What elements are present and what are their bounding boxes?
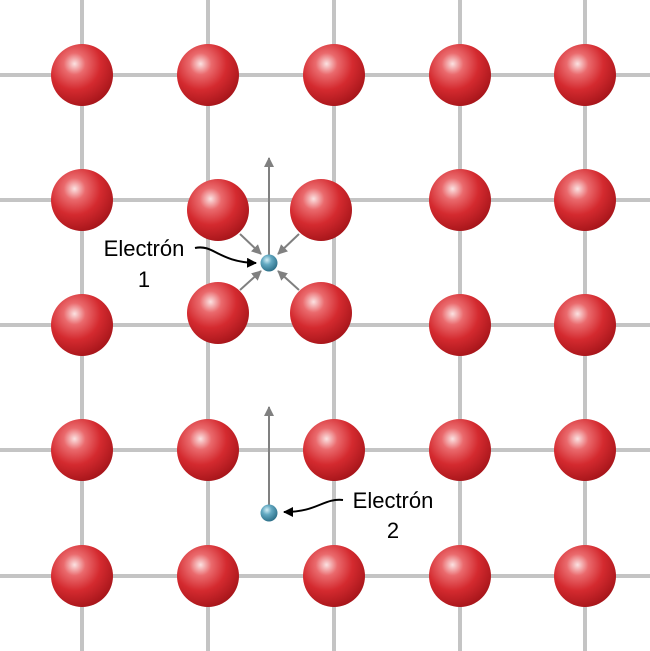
ion bbox=[554, 545, 616, 607]
electron-2 bbox=[260, 504, 278, 522]
electron-1-number: 1 bbox=[138, 267, 150, 292]
ion-displaced bbox=[187, 179, 249, 241]
ion bbox=[429, 169, 491, 231]
positive-ions bbox=[51, 44, 616, 607]
ion bbox=[554, 419, 616, 481]
ion bbox=[429, 419, 491, 481]
ion bbox=[554, 294, 616, 356]
ion bbox=[303, 44, 365, 106]
attraction-arrow bbox=[239, 270, 262, 291]
ion bbox=[51, 294, 113, 356]
attraction-arrows bbox=[239, 233, 300, 291]
electron-2-number: 2 bbox=[387, 518, 399, 543]
ion-displaced bbox=[290, 179, 352, 241]
ion bbox=[177, 419, 239, 481]
electron-1-label: Electrón bbox=[104, 236, 185, 261]
attraction-arrow bbox=[277, 233, 300, 255]
ion bbox=[554, 169, 616, 231]
ion bbox=[429, 44, 491, 106]
label-pointers bbox=[194, 246, 344, 517]
ion bbox=[51, 419, 113, 481]
ion bbox=[177, 545, 239, 607]
ion bbox=[429, 545, 491, 607]
electron-1-pointer bbox=[194, 246, 257, 268]
attraction-arrow bbox=[277, 270, 300, 291]
electron-labels: Electrón 1 Electrón 2 bbox=[104, 236, 434, 543]
ion bbox=[429, 294, 491, 356]
ion-displaced bbox=[187, 282, 249, 344]
electron-2-pointer bbox=[283, 498, 344, 517]
electrons bbox=[260, 254, 278, 522]
ion bbox=[177, 44, 239, 106]
ion-displaced bbox=[290, 282, 352, 344]
attraction-arrow bbox=[239, 233, 262, 255]
ion bbox=[51, 44, 113, 106]
ion bbox=[51, 545, 113, 607]
ion bbox=[554, 44, 616, 106]
electron-2-label: Electrón bbox=[353, 488, 434, 513]
electron-1 bbox=[260, 254, 278, 272]
ion bbox=[51, 169, 113, 231]
ion bbox=[303, 419, 365, 481]
ion bbox=[303, 545, 365, 607]
